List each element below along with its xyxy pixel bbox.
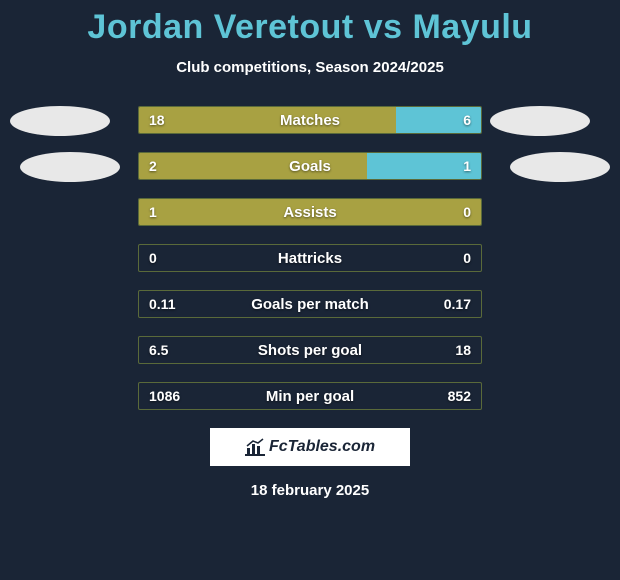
- stat-row: 0.110.17Goals per match: [138, 290, 482, 318]
- stat-label: Min per goal: [139, 388, 481, 405]
- stat-label: Matches: [139, 112, 481, 129]
- stat-row: 10Assists: [138, 198, 482, 226]
- page-title: Jordan Veretout vs Mayulu: [0, 0, 620, 47]
- footer-date: 18 february 2025: [0, 482, 620, 499]
- bar-chart-icon: [245, 438, 265, 456]
- team-badge-placeholder: [10, 106, 110, 136]
- page-subtitle: Club competitions, Season 2024/2025: [0, 59, 620, 76]
- stat-label: Goals per match: [139, 296, 481, 313]
- brand-text: FcTables.com: [269, 438, 375, 456]
- team-badge-placeholder: [510, 152, 610, 182]
- team-badge-placeholder: [20, 152, 120, 182]
- stat-label: Assists: [139, 204, 481, 221]
- stat-row: 1086852Min per goal: [138, 382, 482, 410]
- stat-label: Shots per goal: [139, 342, 481, 359]
- team-badge-placeholder: [490, 106, 590, 136]
- comparison-chart: 186Matches 21Goals 10Assists 00Hattricks 0.1…: [0, 106, 620, 410]
- stat-row: 00Hattricks: [138, 244, 482, 272]
- stat-row: 6.518Shots per goal: [138, 336, 482, 364]
- stat-label: Goals: [139, 158, 481, 175]
- stat-row: 21Goals: [138, 152, 482, 180]
- brand-logo-box: FcTables.com: [210, 428, 410, 466]
- stat-row: 186Matches: [138, 106, 482, 134]
- stat-label: Hattricks: [139, 250, 481, 267]
